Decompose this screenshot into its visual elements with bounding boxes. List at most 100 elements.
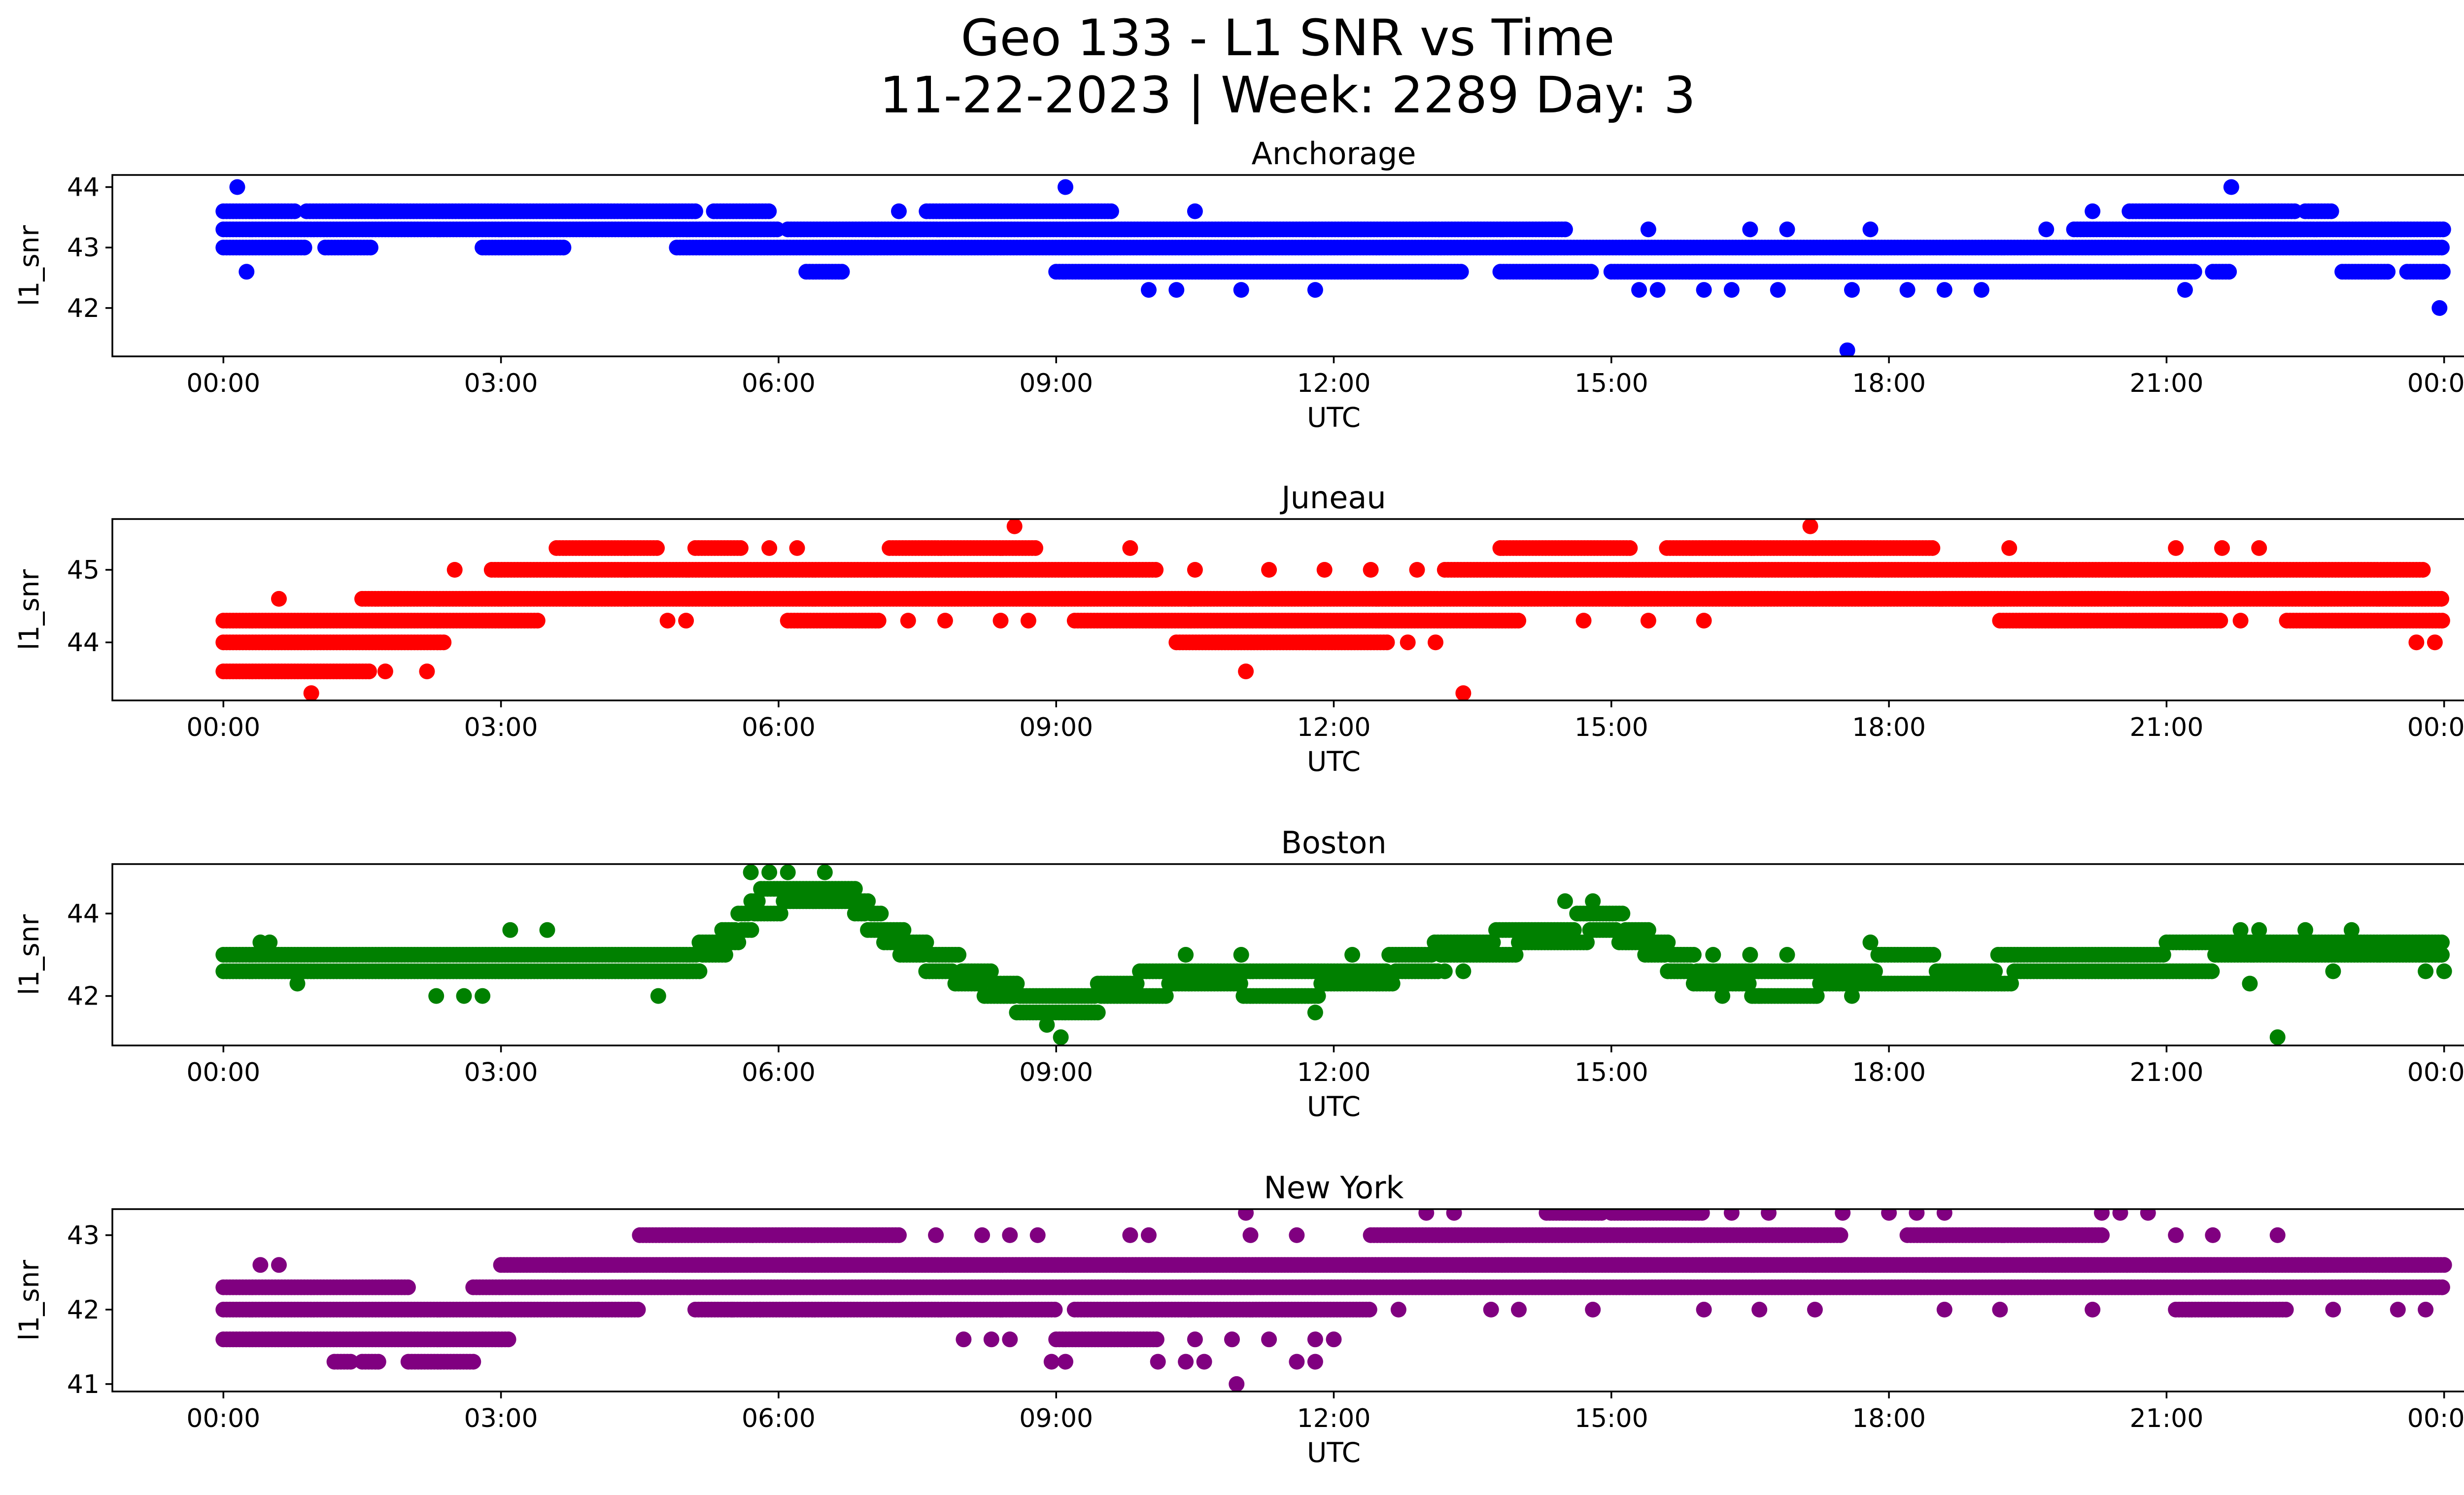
x-tick-label: 09:00 bbox=[1019, 713, 1093, 742]
snr-point bbox=[239, 264, 255, 280]
snr-point bbox=[789, 540, 805, 556]
snr-point bbox=[1936, 282, 1952, 298]
subplot-title: Anchorage bbox=[1251, 136, 1416, 172]
snr-point bbox=[1232, 975, 1248, 992]
snr-point bbox=[1310, 988, 1326, 1004]
snr-point bbox=[377, 663, 393, 680]
snr-point bbox=[1640, 613, 1656, 629]
snr-point bbox=[1006, 519, 1023, 534]
snr-point bbox=[1507, 947, 1524, 963]
x-tick-label: 15:00 bbox=[1574, 713, 1648, 742]
snr-point bbox=[2214, 540, 2230, 556]
snr-point bbox=[286, 203, 303, 219]
axes-frame bbox=[111, 518, 2464, 701]
snr-point bbox=[1148, 562, 1164, 578]
snr-point bbox=[1455, 685, 1472, 700]
snr-point bbox=[1129, 975, 1145, 992]
snr-point bbox=[2223, 179, 2239, 195]
snr-point bbox=[1233, 282, 1249, 298]
snr-point bbox=[1141, 282, 1157, 298]
snr-point bbox=[303, 685, 319, 700]
snr-point bbox=[983, 963, 999, 979]
snr-point bbox=[1009, 975, 1025, 992]
snr-point bbox=[1640, 221, 1656, 238]
subplot-title: Juneau bbox=[1279, 480, 1386, 516]
snr-point bbox=[296, 240, 312, 256]
data-markers bbox=[215, 179, 2451, 356]
snr-point bbox=[2434, 613, 2450, 629]
snr-point bbox=[860, 893, 876, 909]
snr-point bbox=[2085, 203, 2101, 219]
snr-point bbox=[732, 540, 749, 556]
snr-point bbox=[446, 562, 463, 578]
snr-point bbox=[1485, 934, 1501, 950]
snr-point bbox=[2001, 540, 2018, 556]
snr-point bbox=[1510, 613, 1527, 629]
snr-point bbox=[1583, 264, 1599, 280]
snr-point bbox=[1316, 562, 1333, 578]
snr-point bbox=[2251, 540, 2267, 556]
snr-point bbox=[1867, 963, 1883, 979]
snr-point bbox=[1557, 221, 1573, 238]
snr-point bbox=[1622, 540, 1638, 556]
snr-point bbox=[1742, 221, 1758, 238]
snr-point bbox=[2380, 264, 2396, 280]
snr-point bbox=[1802, 519, 1818, 534]
snr-point bbox=[271, 591, 287, 607]
snr-point bbox=[2168, 540, 2184, 556]
subplot-title: Boston bbox=[1281, 825, 1386, 861]
snr-point bbox=[873, 905, 889, 922]
figure-title-line-1: Geo 133 - L1 SNR vs Time bbox=[960, 9, 1615, 68]
snr-point bbox=[436, 634, 452, 651]
snr-point bbox=[1158, 988, 1174, 1004]
snr-point bbox=[1428, 634, 1443, 651]
snr-point bbox=[847, 881, 863, 897]
snr-point bbox=[2431, 300, 2448, 316]
snr-point bbox=[1103, 203, 1119, 219]
snr-point bbox=[870, 613, 887, 629]
y-axis-label: l1_snr bbox=[13, 225, 45, 306]
y-axis-label: l1_snr bbox=[13, 569, 45, 650]
x-tick-label: 12:00 bbox=[1297, 713, 1371, 742]
snr-point bbox=[1379, 634, 1395, 651]
x-tick-label: 06:00 bbox=[742, 713, 816, 742]
snr-point bbox=[761, 203, 777, 219]
snr-point bbox=[2177, 282, 2193, 298]
snr-point bbox=[1020, 613, 1036, 629]
snr-point bbox=[992, 613, 1009, 629]
snr-point bbox=[1899, 282, 1916, 298]
snr-point bbox=[687, 203, 703, 219]
snr-point bbox=[1696, 613, 1712, 629]
snr-point bbox=[1168, 282, 1185, 298]
x-tick-label: 21:00 bbox=[2129, 713, 2203, 742]
data-markers bbox=[215, 864, 2452, 1045]
y-tick-label: 42 bbox=[67, 294, 100, 323]
snr-point bbox=[2323, 203, 2339, 219]
snr-point bbox=[1575, 613, 1592, 629]
snr-point bbox=[2186, 264, 2202, 280]
x-tick-label: 18:00 bbox=[1852, 713, 1926, 742]
snr-point bbox=[761, 540, 778, 556]
snr-point bbox=[1566, 922, 1582, 938]
snr-point bbox=[1261, 562, 1277, 578]
snr-point bbox=[659, 613, 676, 629]
x-tick-label: 00:00 bbox=[186, 369, 260, 398]
snr-point bbox=[1696, 282, 1712, 298]
snr-point bbox=[529, 613, 546, 629]
snr-point bbox=[951, 947, 967, 963]
snr-point bbox=[1770, 282, 1786, 298]
snr-point bbox=[891, 203, 907, 219]
y-tick-label: 45 bbox=[67, 556, 100, 585]
snr-point bbox=[743, 922, 759, 938]
snr-point bbox=[2212, 613, 2228, 629]
snr-point bbox=[1973, 282, 1989, 298]
snr-point bbox=[772, 905, 788, 922]
x-tick-label: 09:00 bbox=[1019, 369, 1093, 398]
data-markers bbox=[215, 519, 2450, 700]
snr-point bbox=[1844, 282, 1860, 298]
snr-point bbox=[361, 663, 377, 680]
snr-point bbox=[1685, 947, 1702, 963]
snr-point bbox=[750, 893, 766, 909]
